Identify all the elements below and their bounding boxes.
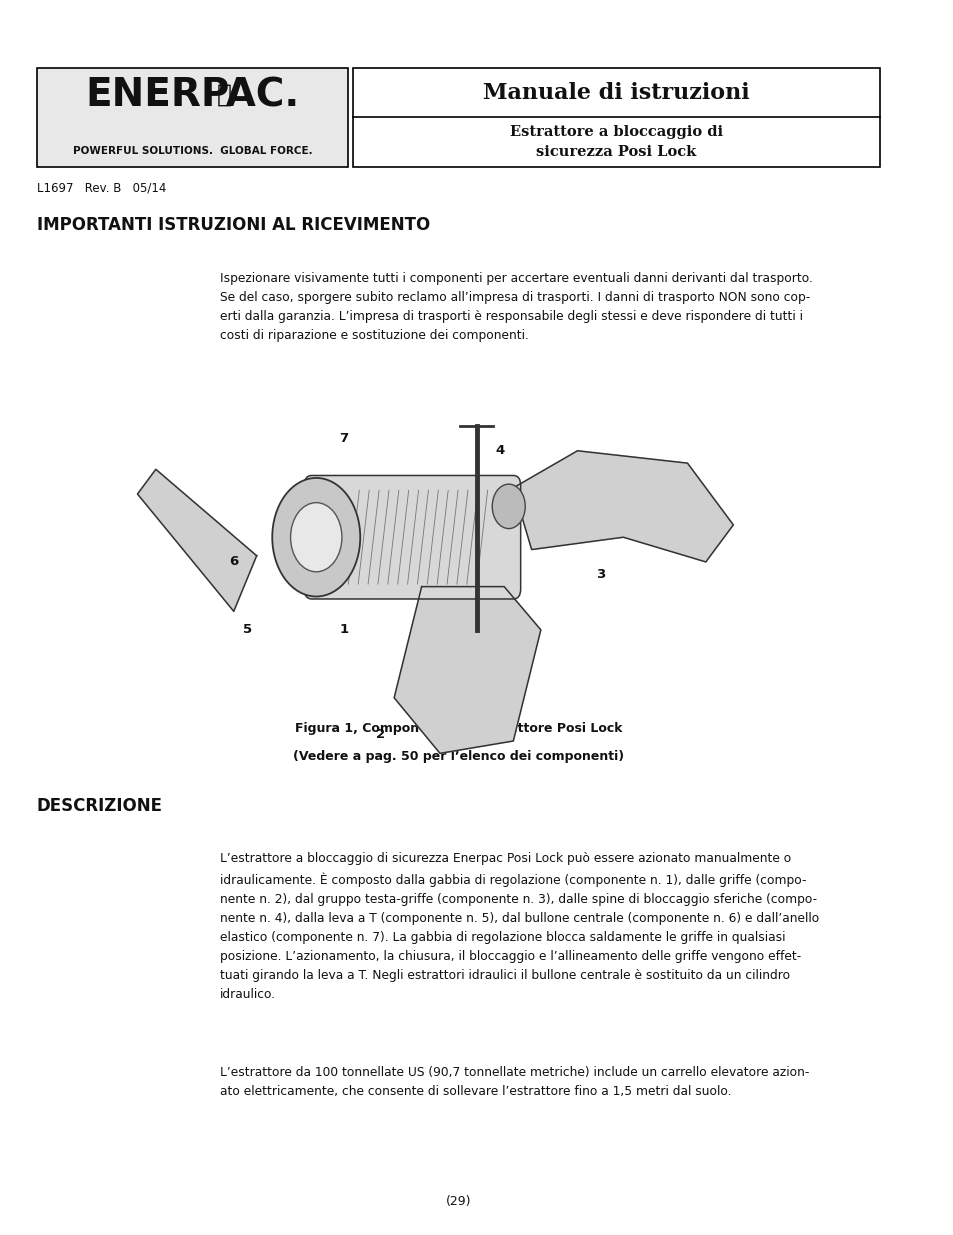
Circle shape <box>492 484 525 529</box>
Text: 4: 4 <box>495 445 504 457</box>
Text: (Vedere a pag. 50 per l’elenco dei componenti): (Vedere a pag. 50 per l’elenco dei compo… <box>293 750 623 763</box>
Circle shape <box>291 503 341 572</box>
Text: DESCRIZIONE: DESCRIZIONE <box>36 797 163 815</box>
Text: 2: 2 <box>375 729 385 741</box>
Text: 1: 1 <box>339 624 348 636</box>
Text: 7: 7 <box>339 432 348 445</box>
FancyBboxPatch shape <box>304 475 520 599</box>
Text: POWERFUL SOLUTIONS.  GLOBAL FORCE.: POWERFUL SOLUTIONS. GLOBAL FORCE. <box>72 146 312 156</box>
Text: L’estrattore a bloccaggio di sicurezza Enerpac Posi Lock può essere azionato man: L’estrattore a bloccaggio di sicurezza E… <box>220 852 819 1000</box>
Text: IMPORTANTI ISTRUZIONI AL RICEVIMENTO: IMPORTANTI ISTRUZIONI AL RICEVIMENTO <box>36 216 430 235</box>
Text: L1697   Rev. B   05/14: L1697 Rev. B 05/14 <box>36 182 166 195</box>
Polygon shape <box>513 451 733 562</box>
Circle shape <box>272 478 360 597</box>
Text: Ⓡ: Ⓡ <box>152 83 232 107</box>
Text: L’estrattore da 100 tonnellate US (90,7 tonnellate metriche) include un carrello: L’estrattore da 100 tonnellate US (90,7 … <box>220 1066 808 1098</box>
Text: Manuale di istruzioni: Manuale di istruzioni <box>482 82 749 104</box>
Text: 6: 6 <box>229 556 238 568</box>
Polygon shape <box>394 587 540 753</box>
FancyBboxPatch shape <box>36 68 348 167</box>
FancyBboxPatch shape <box>353 68 879 167</box>
Polygon shape <box>137 469 256 611</box>
Text: ENERPAC.: ENERPAC. <box>85 77 299 114</box>
Text: 5: 5 <box>243 624 252 636</box>
Text: Estrattore a bloccaggio di
sicurezza Posi Lock: Estrattore a bloccaggio di sicurezza Pos… <box>509 125 722 159</box>
Text: Ispezionare visivamente tutti i componenti per accertare eventuali danni derivan: Ispezionare visivamente tutti i componen… <box>220 272 812 342</box>
Text: 3: 3 <box>596 568 604 580</box>
Text: (29): (29) <box>445 1194 471 1208</box>
Text: Figura 1, Componenti dell’estrattore Posi Lock: Figura 1, Componenti dell’estrattore Pos… <box>294 722 621 736</box>
